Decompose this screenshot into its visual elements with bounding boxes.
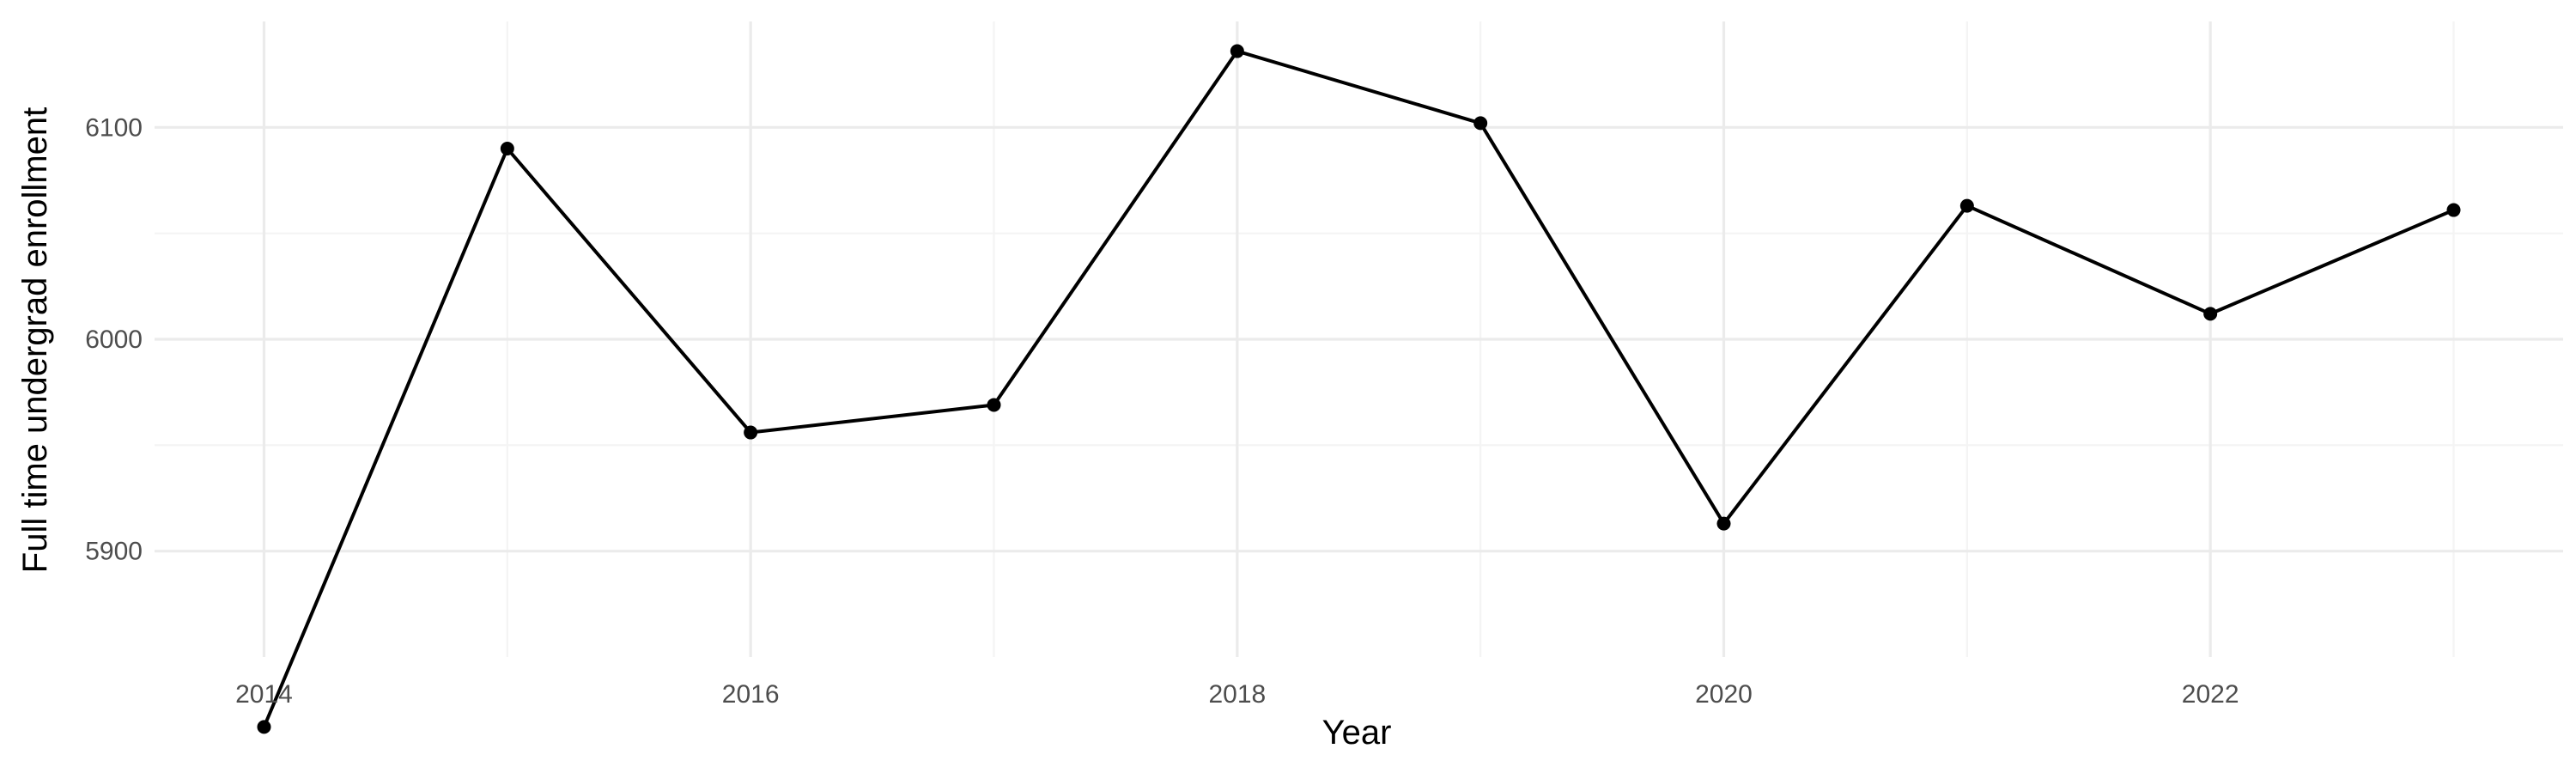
data-point [2203,307,2218,321]
x-tick-label: 2022 [2182,680,2239,709]
y-tick-label: 6100 [85,113,143,142]
x-tick-label: 2014 [235,680,293,709]
data-point [744,425,758,440]
data-point [2446,203,2461,217]
major-gridlines-y [155,125,2563,553]
x-tick-label: 2018 [1208,680,1266,709]
y-axis-title: Full time undergrad enrollment [16,107,54,573]
x-tick-label: 2020 [1695,680,1753,709]
minor-gridlines-y [155,232,2563,447]
y-tick-label: 6000 [85,326,143,354]
data-point [987,398,1001,412]
y-axis-tick-labels: 5900 6000 6100 [85,113,143,565]
x-axis-title: Year [1322,714,1392,752]
data-points [257,44,2461,734]
data-point [1230,44,1244,58]
data-point [1473,116,1488,131]
series-line [262,49,2455,728]
x-tick-label: 2016 [722,680,780,709]
y-tick-label: 5900 [85,538,143,566]
series-enrollment [262,49,2455,728]
data-point [500,142,514,155]
data-point [1716,516,1731,531]
x-axis-tick-labels: 2014 2016 2018 2020 2022 [235,680,2239,709]
data-point [1959,198,1974,213]
data-point [257,720,271,734]
